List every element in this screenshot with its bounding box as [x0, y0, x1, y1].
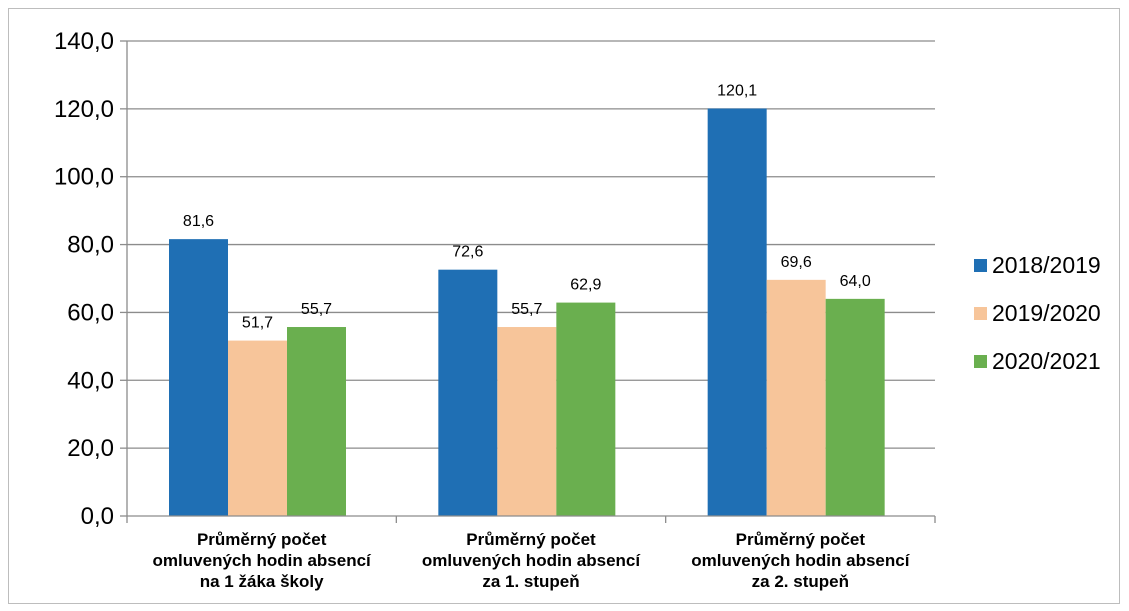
data-label: 69,6: [781, 254, 812, 271]
bar: [825, 298, 885, 516]
bar: [438, 269, 498, 516]
bar: [228, 340, 287, 516]
x-category-label: na 1 žáka školy: [200, 572, 324, 591]
bar: [497, 327, 557, 516]
data-label: 55,7: [301, 301, 332, 318]
legend-swatch: [974, 355, 987, 368]
data-label: 55,7: [511, 301, 542, 318]
x-category-label: omluvených hodin absencí: [153, 551, 372, 570]
data-label: 51,7: [242, 315, 273, 332]
legend-swatch: [974, 307, 987, 320]
legend-label: 2018/2019: [992, 252, 1101, 278]
legend-label: 2020/2021: [992, 348, 1101, 374]
y-tick-label: 60,0: [67, 299, 114, 326]
x-category-label: za 1. stupeň: [482, 572, 579, 591]
legend-swatch: [974, 259, 987, 272]
y-tick-label: 40,0: [67, 367, 114, 394]
data-label: 72,6: [452, 244, 483, 261]
x-category-label: za 2. stupeň: [752, 572, 849, 591]
bar: [766, 279, 826, 516]
y-tick-label: 140,0: [54, 28, 114, 55]
x-category-label: omluvených hodin absencí: [691, 551, 910, 570]
x-category-label: omluvených hodin absencí: [422, 551, 641, 570]
data-label: 62,9: [570, 277, 601, 294]
chart-frame: [8, 8, 1120, 604]
data-label: 120,1: [717, 83, 757, 100]
legend-label: 2019/2020: [992, 300, 1101, 326]
y-tick-label: 80,0: [67, 232, 114, 259]
x-category-label: Průměrný počet: [197, 530, 327, 549]
bar: [169, 239, 228, 516]
y-tick-label: 0,0: [81, 503, 114, 530]
bar: [556, 302, 616, 516]
y-tick-label: 120,0: [54, 96, 114, 123]
y-tick-label: 100,0: [54, 164, 114, 191]
data-label: 64,0: [840, 273, 871, 290]
x-category-label: Průměrný počet: [736, 530, 866, 549]
y-tick-label: 20,0: [67, 435, 114, 462]
data-label: 81,6: [183, 213, 214, 230]
x-category-label: Průměrný počet: [466, 530, 596, 549]
bar: [287, 327, 346, 516]
bar: [707, 108, 767, 517]
